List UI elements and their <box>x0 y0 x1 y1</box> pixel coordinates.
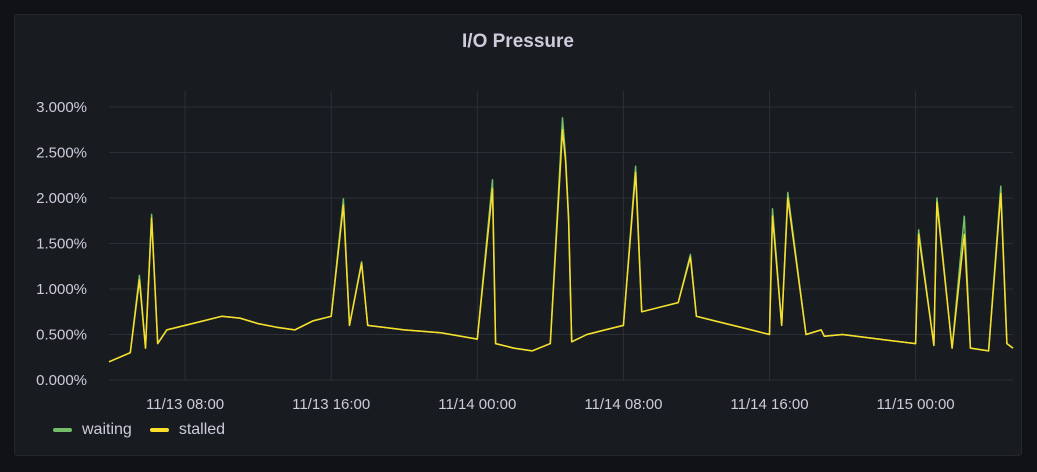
x-tick-label: 11/15 00:00 <box>877 396 955 413</box>
series-line-stalled[interactable] <box>108 129 1014 363</box>
y-axis: 0.000% 0.500% 1.000% 1.500% 2.000% 2.500% 3.00… <box>36 99 87 389</box>
y-tick-label: 2.500% <box>36 145 87 162</box>
legend-item-waiting[interactable]: waiting <box>53 421 132 439</box>
legend-item-stalled[interactable]: stalled <box>149 421 226 439</box>
x-tick-label: 11/14 08:00 <box>584 396 662 413</box>
y-tick-label: 0.000% <box>36 372 87 389</box>
legend-swatch-waiting <box>53 428 72 432</box>
legend-label-waiting: waiting <box>82 421 132 438</box>
io-pressure-panel: I/O Pressure 0.000% 0.500% 1.000% 1.500% 2.0… <box>14 14 1022 456</box>
y-tick-label: 1.000% <box>36 281 87 298</box>
x-tick-label: 11/13 08:00 <box>146 396 224 413</box>
y-tick-label: 1.500% <box>36 236 87 253</box>
x-tick-label: 11/14 16:00 <box>730 396 808 413</box>
legend-swatch-stalled <box>149 428 169 432</box>
x-tick-label: 11/14 00:00 <box>438 396 516 413</box>
y-tick-label: 3.000% <box>36 99 87 116</box>
panel-title[interactable]: I/O Pressure <box>462 31 574 52</box>
y-tick-label: 0.500% <box>36 327 87 344</box>
io-pressure-chart: 0.000% 0.500% 1.000% 1.500% 2.000% 2.500% 3.00… <box>36 91 1014 413</box>
legend: waiting stalled <box>53 421 225 439</box>
x-axis: 11/13 08:00 11/13 16:00 11/14 00:00 11/14 0… <box>146 396 955 413</box>
y-tick-label: 2.000% <box>36 190 87 207</box>
x-tick-label: 11/13 16:00 <box>292 396 370 413</box>
series-lines[interactable] <box>108 117 1014 363</box>
legend-label-stalled: stalled <box>178 421 226 438</box>
